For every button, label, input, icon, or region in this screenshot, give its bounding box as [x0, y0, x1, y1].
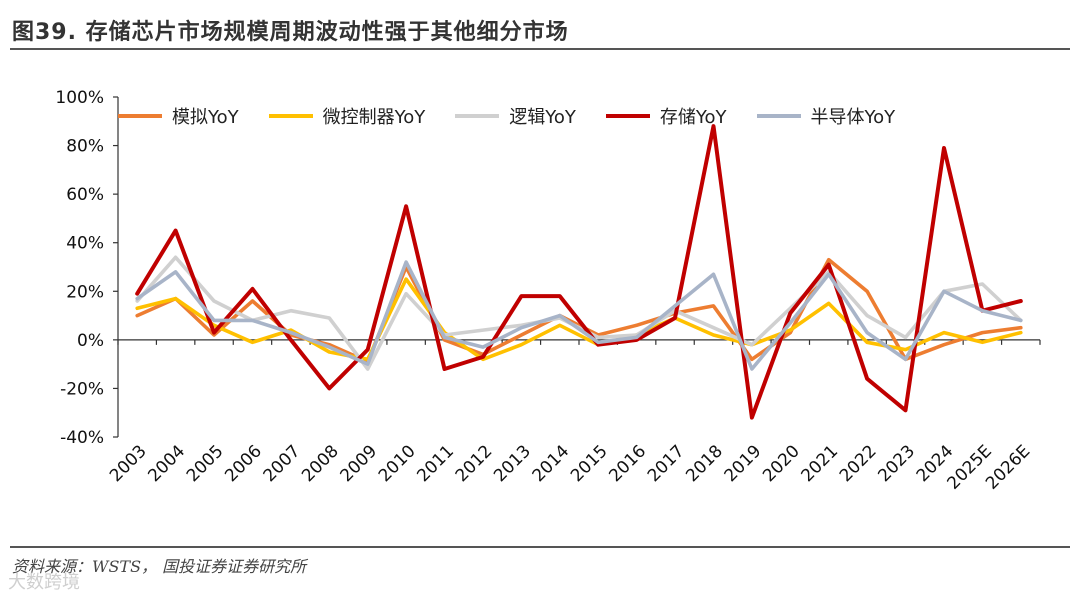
series-line-4 [135, 124, 1023, 420]
x-tick-label: 2010 [375, 441, 420, 486]
source-note: 资料来源：WSTS， 国投证券证券研究所 [12, 557, 307, 576]
legend-swatch [455, 114, 500, 118]
x-tick-label: 2004 [144, 441, 189, 486]
x-tick-label: 2020 [759, 441, 804, 486]
y-tick-label: -20% [60, 379, 104, 399]
footer-divider [10, 546, 1070, 548]
x-tick-label: 2019 [721, 441, 766, 486]
x-tick-label: 2022 [836, 441, 881, 486]
x-tick-label: 2008 [298, 441, 343, 486]
y-tick-label: 20% [66, 282, 104, 302]
x-tick-label: 2026E [982, 441, 1034, 493]
x-tick-label: 2014 [529, 441, 574, 486]
legend-item: 微控制器YoY [268, 103, 426, 129]
x-tick-label: 2007 [260, 441, 305, 486]
chart-legend: 模拟YoY 微控制器YoY 逻辑YoY 存储YoY 半导体YoY [118, 102, 1018, 130]
legend-label: 存储YoY [659, 107, 727, 128]
x-tick-label: 2009 [337, 441, 382, 486]
legend-swatch [605, 114, 650, 118]
legend-item: 逻辑YoY [455, 103, 576, 129]
legend-label: 微控制器YoY [322, 107, 426, 128]
x-tick-label: 2011 [413, 441, 458, 486]
legend-item: 模拟YoY [118, 103, 239, 129]
title-divider [10, 48, 1070, 50]
legend-label: 逻辑YoY [509, 107, 576, 128]
legend-swatch [756, 114, 801, 118]
y-tick-label: 80% [66, 137, 104, 157]
y-tick-label: 100% [55, 88, 104, 108]
x-tick-label: 2015 [567, 441, 612, 486]
page-title: 图39. 存储芯片市场规模周期波动性强于其他细分市场 [12, 20, 569, 45]
x-tick-label: 2018 [682, 441, 727, 486]
x-tick-label: 2012 [452, 441, 497, 486]
x-tick-label: 2021 [798, 441, 843, 486]
legend-swatch [268, 114, 313, 118]
legend-label: 模拟YoY [172, 107, 239, 128]
x-tick-label: 2017 [644, 441, 689, 486]
x-tick-label: 2003 [106, 441, 151, 486]
x-tick-label: 2023 [874, 441, 919, 486]
y-tick-label: 60% [66, 185, 104, 205]
x-tick-label: 2013 [490, 441, 535, 486]
x-tick-label: 2006 [221, 441, 266, 486]
legend-item: 存储YoY [605, 103, 727, 129]
series-line-5 [135, 260, 1023, 371]
x-tick-label: 2016 [605, 441, 650, 486]
legend-label: 半导体YoY [810, 107, 896, 128]
legend-item: 半导体YoY [756, 103, 896, 129]
y-tick-label: 40% [66, 234, 104, 254]
x-tick-label: 2005 [183, 441, 228, 486]
watermark: 大数跨境 [8, 572, 80, 593]
legend-swatch [118, 114, 162, 118]
y-tick-label: -40% [60, 428, 104, 448]
y-tick-label: 0% [77, 331, 104, 351]
